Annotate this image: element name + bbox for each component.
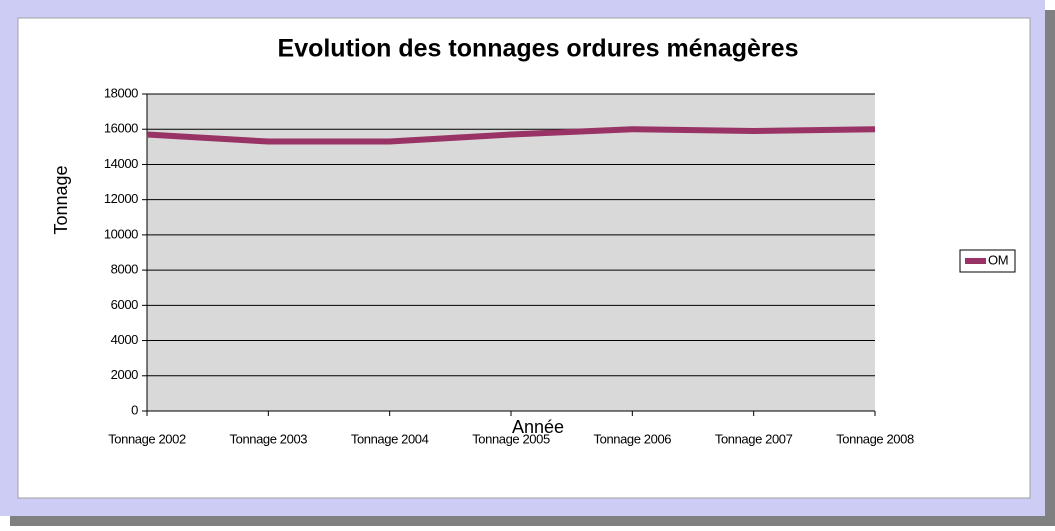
y-tick-label: 16000: [104, 121, 138, 136]
x-tick-label: Tonnage 2003: [230, 431, 308, 446]
legend-label: OM: [988, 252, 1008, 267]
x-tick-label: Tonnage 2004: [351, 431, 429, 446]
legend-box: [959, 249, 1016, 273]
y-tick-label: 10000: [104, 226, 138, 241]
y-tick-label: 2000: [111, 367, 138, 382]
chart-title: Evolution des tonnages ordures ménagères: [278, 35, 799, 63]
x-tick-label: Tonnage 2005: [472, 431, 550, 446]
y-axis-label: Tonnage: [51, 165, 71, 234]
y-tick-label: 0: [131, 402, 138, 417]
x-tick-label: Tonnage 2006: [594, 431, 672, 446]
y-tick-label: 12000: [104, 191, 138, 206]
x-tick-label: Tonnage 2002: [108, 431, 186, 446]
y-tick-label: 4000: [111, 332, 138, 347]
x-tick-label: Tonnage 2007: [715, 431, 793, 446]
y-tick-label: 6000: [111, 297, 138, 312]
data-line: [146, 126, 876, 145]
y-tick-label: 8000: [111, 262, 138, 277]
y-tick-label: 14000: [104, 156, 138, 171]
x-tick-label: Tonnage 2008: [836, 431, 914, 446]
y-tick-label: 18000: [104, 85, 138, 100]
x-axis-label: Année: [512, 417, 564, 437]
plot-area: [147, 94, 875, 411]
